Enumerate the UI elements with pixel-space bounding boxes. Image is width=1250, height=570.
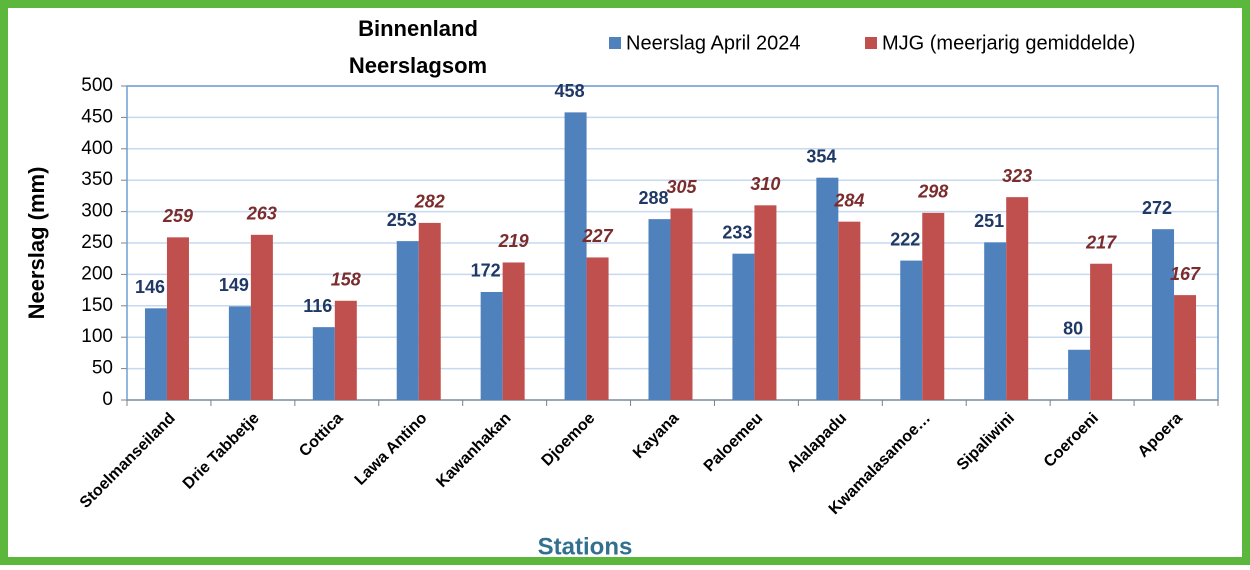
y-tick-label: 250 [81,232,113,253]
value-label: 272 [1142,198,1172,218]
chart-title: Neerslagsom [349,53,487,78]
value-label: 146 [135,277,165,297]
y-tick-label: 400 [81,138,113,159]
value-label: 263 [246,204,277,224]
bar [586,257,609,400]
bar [144,308,167,400]
value-label: 323 [1002,166,1032,186]
bar [754,205,777,400]
value-label: 227 [582,226,614,246]
value-label: 310 [750,174,780,194]
bar [732,253,755,400]
bar [816,177,839,400]
bar [166,237,189,400]
value-label: 167 [1170,264,1201,284]
bar [838,221,861,400]
value-label: 233 [722,222,752,242]
y-tick-label: 0 [102,389,113,410]
bar [670,208,693,400]
value-label: 288 [638,188,668,208]
bar [1152,229,1175,400]
chart-title: Binnenland [358,16,478,41]
y-tick-label: 200 [81,263,113,284]
value-label: 251 [974,211,1004,231]
y-axis-label: Neerslag (mm) [24,167,49,320]
value-label: 172 [471,261,501,281]
bar [1174,295,1197,400]
bar [564,112,587,400]
value-label: 80 [1063,319,1083,339]
bar [418,222,441,400]
y-tick-label: 500 [81,75,113,96]
value-label: 282 [414,192,445,212]
bar [480,291,503,400]
legend-label: MJG (meerjarig gemiddelde) [882,32,1135,54]
y-tick-label: 150 [81,295,113,316]
value-label: 284 [833,190,864,210]
y-tick-label: 350 [81,169,113,190]
bar [1068,349,1091,400]
value-label: 305 [666,177,697,197]
bar [228,306,251,400]
bar [334,300,357,400]
y-tick-label: 450 [81,106,113,127]
bar [396,241,419,400]
x-axis-label: Stations [538,533,633,560]
value-label: 259 [162,206,193,226]
y-tick-label: 100 [81,326,113,347]
value-label: 116 [303,296,332,316]
y-tick-label: 300 [81,201,113,222]
value-label: 217 [1085,232,1117,252]
y-tick-label: 50 [92,358,113,379]
value-label: 298 [917,182,948,202]
value-label: 158 [331,270,361,290]
value-label: 219 [498,231,529,251]
value-label: 253 [387,210,417,230]
bar [502,262,525,400]
legend-swatch [609,37,621,49]
value-label: 354 [806,146,836,166]
chart-area [8,8,1242,557]
bar [1006,197,1029,400]
value-label: 222 [890,229,920,249]
bar [250,234,273,400]
bar [1090,263,1113,400]
bar [984,242,1007,400]
bar [648,219,671,400]
bar [922,212,945,400]
bar [312,327,335,400]
bar [900,260,923,400]
value-label: 149 [219,275,249,295]
value-label: 458 [555,81,585,101]
legend-label: Neerslag April 2024 [626,32,801,54]
legend-swatch [865,37,877,49]
